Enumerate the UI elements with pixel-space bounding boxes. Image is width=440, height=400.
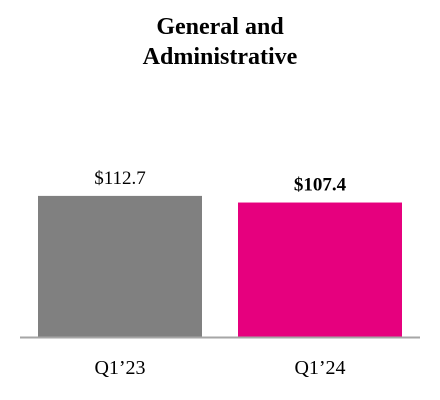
value-label: $112.7 — [94, 168, 146, 189]
bar — [238, 202, 402, 337]
chart-title: General and Administrative — [142, 14, 298, 70]
bar — [38, 195, 202, 337]
x-tick-label: Q1’23 — [94, 357, 145, 379]
x-tick-label: Q1’24 — [294, 357, 345, 379]
value-label: $107.4 — [294, 175, 347, 196]
